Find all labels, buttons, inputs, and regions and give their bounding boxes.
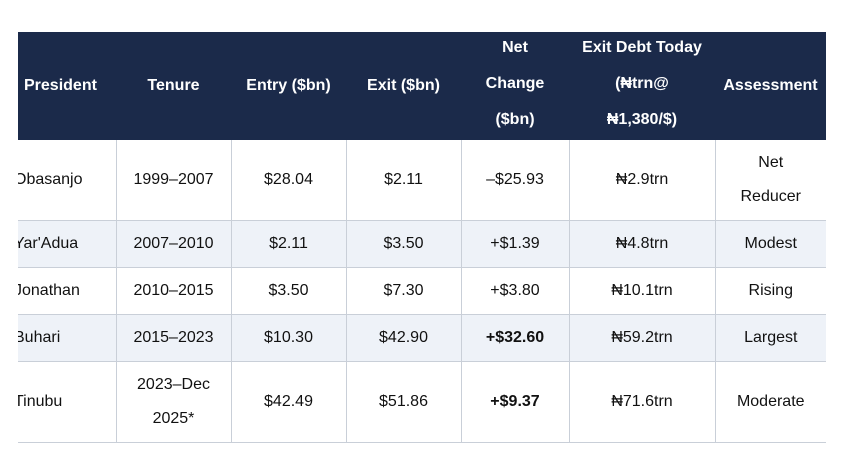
cell-net-change: –$25.93 <box>460 140 569 221</box>
table-row: Tinubu 2023–Dec 2025* $42.49 $51.86 +$9.… <box>18 361 826 443</box>
cell-entry: $10.30 <box>230 314 346 362</box>
cell-net-change: +$32.60 <box>460 314 569 362</box>
header-net-change: Net Change ($bn) <box>461 32 569 140</box>
header-exit: Exit ($bn) <box>346 32 461 140</box>
cell-net-change: +$1.39 <box>460 220 569 268</box>
header-tenure: Tenure <box>116 32 231 140</box>
table-row: Jonathan 2010–2015 $3.50 $7.30 +$3.80 ₦1… <box>18 267 826 315</box>
cell-exit-debt-today: ₦4.8trn <box>568 220 715 268</box>
cell-assessment: Largest <box>714 314 826 362</box>
cell-entry: $2.11 <box>230 220 346 268</box>
cell-exit: $3.50 <box>345 220 461 268</box>
cell-president: Yar'Adua <box>18 220 116 268</box>
cell-entry: $42.49 <box>230 361 346 443</box>
cell-exit-debt-today: ₦10.1trn <box>568 267 715 315</box>
cell-entry: $28.04 <box>230 140 346 221</box>
cell-exit: $7.30 <box>345 267 461 315</box>
cell-assessment: Moderate <box>714 361 826 443</box>
cell-net-change: +$3.80 <box>460 267 569 315</box>
header-president: President <box>18 32 116 140</box>
table-body: Obasanjo 1999–2007 $28.04 $2.11 –$25.93 … <box>18 140 826 443</box>
header-assessment: Assessment <box>715 32 826 140</box>
cell-assessment: Modest <box>714 220 826 268</box>
cell-exit-debt-today: ₦59.2trn <box>568 314 715 362</box>
cell-tenure: 2007–2010 <box>115 220 231 268</box>
cell-president: Buhari <box>18 314 116 362</box>
cell-assessment: Rising <box>714 267 826 315</box>
cell-tenure: 2010–2015 <box>115 267 231 315</box>
cell-president: Jonathan <box>18 267 116 315</box>
cell-tenure: 2015–2023 <box>115 314 231 362</box>
table-row: Buhari 2015–2023 $10.30 $42.90 +$32.60 ₦… <box>18 314 826 362</box>
cell-exit: $2.11 <box>345 140 461 221</box>
header-entry: Entry ($bn) <box>231 32 346 140</box>
cell-exit-debt-today: ₦2.9trn <box>568 140 715 221</box>
header-row: President Tenure Entry ($bn) Exit ($bn) … <box>18 32 826 140</box>
cell-assessment: Net Reducer <box>714 140 826 221</box>
table-header: President Tenure Entry ($bn) Exit ($bn) … <box>18 32 826 140</box>
cell-entry: $3.50 <box>230 267 346 315</box>
debt-table: President Tenure Entry ($bn) Exit ($bn) … <box>18 32 826 443</box>
cell-exit: $51.86 <box>345 361 461 443</box>
table-row: Obasanjo 1999–2007 $28.04 $2.11 –$25.93 … <box>18 140 826 221</box>
cell-president: Obasanjo <box>18 140 116 221</box>
header-exit-debt-today: Exit Debt Today (₦trn@ ₦1,380/$) <box>569 32 715 140</box>
cell-net-change: +$9.37 <box>460 361 569 443</box>
table-row: Yar'Adua 2007–2010 $2.11 $3.50 +$1.39 ₦4… <box>18 220 826 268</box>
cell-exit: $42.90 <box>345 314 461 362</box>
cell-president: Tinubu <box>18 361 116 443</box>
cell-tenure: 2023–Dec 2025* <box>115 361 231 443</box>
cell-exit-debt-today: ₦71.6trn <box>568 361 715 443</box>
cell-tenure: 1999–2007 <box>115 140 231 221</box>
